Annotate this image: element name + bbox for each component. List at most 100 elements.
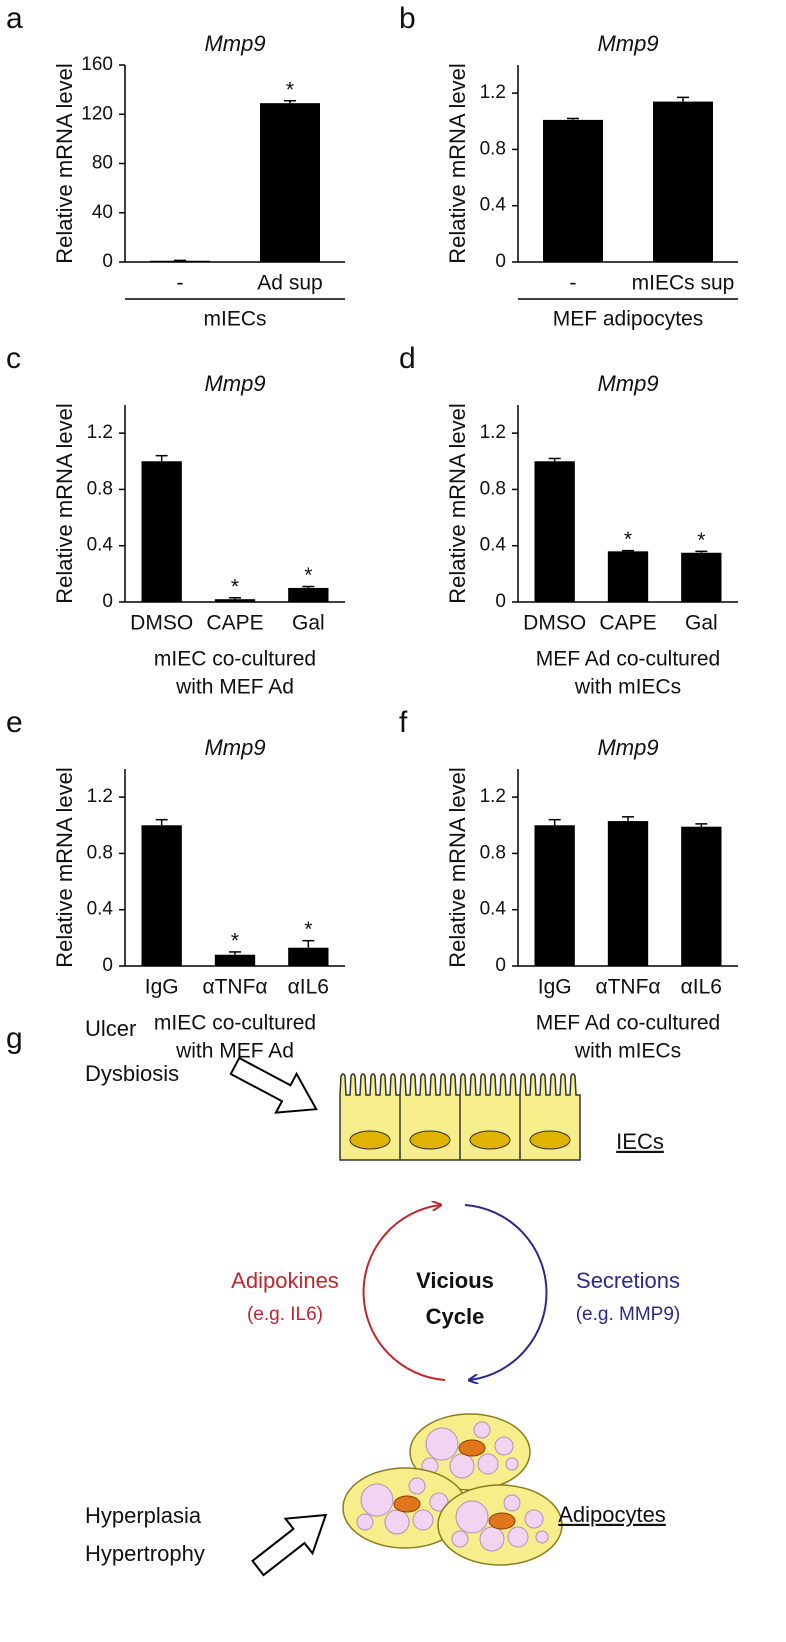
lipid-droplet [425,1427,459,1461]
x-tick-label: - [177,272,184,295]
y-tick-label: 0 [495,955,506,976]
y-tick-label: 80 [92,153,113,174]
significance-mark: * [624,528,632,551]
nucleus [349,1130,391,1150]
lipid-droplet [360,1483,394,1517]
input-label: Hyperplasia [85,1503,202,1528]
group-label: MEF Ad co-cultured [536,648,720,671]
error-bar [695,550,708,553]
y-axis-label: Relative mRNA level [52,403,77,604]
significance-mark: * [231,575,239,598]
adipocyte-cluster [342,1413,563,1566]
lipid-droplet [384,1509,410,1535]
group-label: mIECs [204,308,267,331]
y-tick-label: 40 [92,202,113,223]
group-label: MEF adipocytes [553,308,704,331]
error-bar [229,951,241,955]
group-label: mIEC co-cultured [154,648,316,671]
y-tick-label: 120 [81,103,113,124]
panel-letter: b [399,2,416,35]
cycle-arrow [362,1205,446,1381]
y-tick-label: 0.8 [87,842,113,863]
significance-mark: * [286,78,294,101]
y-tick-label: 0.8 [480,138,506,159]
panel-letter: e [6,706,23,739]
x-tick-label: IgG [538,976,572,999]
nucleus [529,1130,571,1150]
input-label: Dysbiosis [85,1061,179,1086]
group-label: MEF Ad co-cultured [536,1012,720,1035]
lipid-droplet [408,1477,426,1495]
error-bar [302,939,315,948]
bar [260,103,320,262]
bar [681,552,722,602]
y-tick-label: 0 [495,251,506,272]
lipid-droplet [479,1526,505,1552]
significance-mark: * [231,929,239,952]
error-bar [155,818,168,826]
iec-layer [339,1073,581,1161]
y-tick-label: 0.4 [480,195,507,216]
error-bar [677,96,689,102]
bar [141,825,182,966]
adipocyte-nucleus [393,1495,421,1513]
chart-title: Mmp9 [597,735,658,760]
chart-title: Mmp9 [204,31,265,56]
x-tick-label: - [570,272,577,295]
bar [543,119,603,262]
y-tick-label: 0 [102,591,113,612]
lipid-droplet [429,1492,449,1512]
bar [288,947,329,966]
adipocyte-nucleus [458,1439,486,1457]
nucleus [409,1130,451,1150]
group-label: with MEF Ad [175,676,294,699]
panel-letter: g [6,1022,23,1055]
y-axis-label: Relative mRNA level [445,403,470,604]
y-tick-label: 160 [81,54,113,75]
x-tick-label: Gal [685,612,718,635]
lipid-droplet [473,1421,491,1439]
chart-title: Mmp9 [204,371,265,396]
x-tick-label: αIL6 [681,976,722,999]
lipid-droplet [505,1457,519,1471]
diagram: g Ulcer Dysbiosis IECs Adipokines (e.g. … [6,1016,680,1577]
center-label: Vicious [416,1268,494,1293]
x-tick-label: αIL6 [288,976,329,999]
error-bar [284,99,296,104]
y-axis-label: Relative mRNA level [52,767,77,968]
y-axis-label: Relative mRNA level [445,63,470,264]
chart-title: Mmp9 [204,735,265,760]
lipid-droplet [449,1453,475,1479]
y-tick-label: 0.4 [480,535,507,556]
y-tick-label: 0 [102,251,113,272]
chart-title: Mmp9 [597,31,658,56]
nucleus [469,1130,511,1150]
y-axis-label: Relative mRNA level [52,63,77,264]
group-label: with MEF Ad [175,1040,294,1063]
adipocyte-label: Adipocytes [558,1502,666,1527]
bar [141,461,182,602]
x-tick-label: IgG [145,976,179,999]
error-bar [622,816,634,822]
input-arrow [229,1056,318,1114]
lipid-droplet [535,1530,549,1544]
bar [150,260,210,262]
y-tick-label: 0.4 [480,899,507,920]
input-arrow [251,1513,328,1577]
group-label: with mIECs [574,676,681,699]
bar [607,551,649,602]
bar [214,954,256,966]
adipocyte-nucleus [488,1512,516,1530]
error-bar [155,454,168,462]
input-label: Hypertrophy [85,1541,205,1566]
lipid-droplet [494,1436,514,1456]
y-tick-label: 1.2 [480,82,506,103]
lipid-droplet [524,1509,544,1529]
error-bar [622,549,634,552]
y-tick-label: 0 [102,955,113,976]
y-tick-label: 0.8 [480,842,506,863]
y-tick-label: 0.8 [480,478,506,499]
error-bar [548,818,561,826]
